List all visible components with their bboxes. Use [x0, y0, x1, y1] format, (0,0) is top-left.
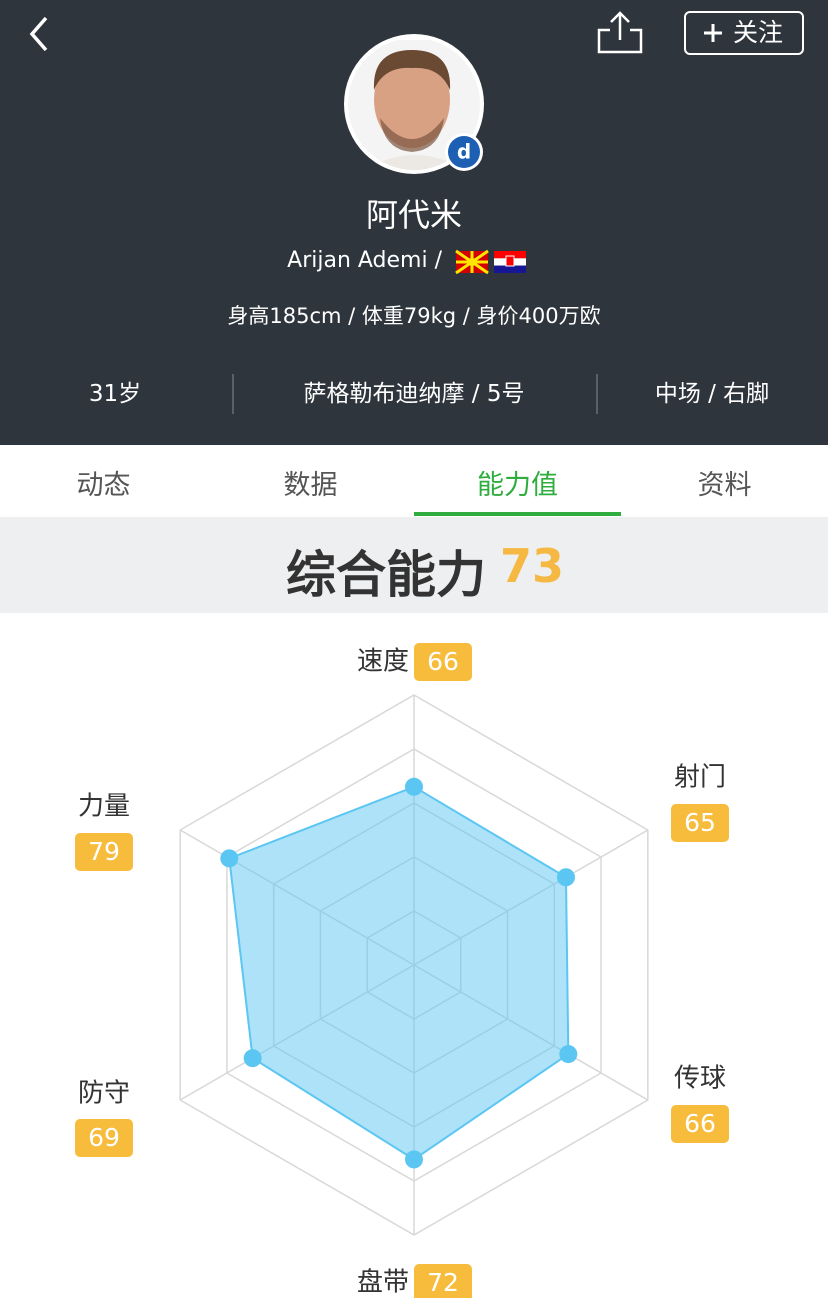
- axis-label: 防守: [78, 1079, 130, 1109]
- flag-croatia: [494, 251, 526, 273]
- player-position: 中场 / 右脚: [654, 381, 770, 407]
- value-badge: [75, 1119, 133, 1157]
- tab-indicator: [414, 512, 621, 516]
- avatar: d: [344, 34, 484, 174]
- value-badge: [75, 833, 133, 871]
- overall-band: 综合能力 73: [0, 517, 828, 613]
- radar-point: [405, 777, 423, 796]
- header-icons: 关注 d: [29, 11, 804, 414]
- tab-bar: 动态 数据 能力值 资料: [0, 445, 828, 517]
- value-badge: [414, 643, 472, 681]
- follow-button[interactable]: [684, 11, 804, 55]
- share-button[interactable]: [597, 11, 643, 54]
- radar-point: [220, 849, 239, 868]
- axis-label: 力量: [78, 792, 130, 822]
- value-label: 66: [427, 647, 459, 676]
- player-club: 萨格勒布迪纳摩 / 5号: [303, 381, 525, 407]
- value-badge: [671, 804, 729, 842]
- value-label: 79: [88, 837, 120, 866]
- value-badge: [671, 1105, 729, 1143]
- radar-chart: 速度 66 射门 65 传球 66 盘带 72 防守 69 力量 79: [75, 643, 729, 1298]
- tab[interactable]: 数据: [283, 470, 338, 501]
- value-label: 65: [684, 808, 716, 837]
- player-name: 阿代米: [365, 196, 463, 234]
- overall-value: 73: [500, 539, 565, 593]
- axis-label: 速度: [357, 647, 409, 677]
- tab-active[interactable]: 能力值: [477, 470, 558, 501]
- value-label: 66: [684, 1109, 716, 1138]
- overall-label: 综合能力: [286, 546, 486, 604]
- value-badge: [414, 1264, 472, 1298]
- flag-macedonia: [455, 249, 489, 275]
- axis-label: 传球: [674, 1064, 726, 1094]
- axis-label: 盘带: [357, 1268, 409, 1298]
- player-stats: 身高185cm / 体重79kg / 身价400万欧: [227, 304, 601, 328]
- radar-point: [243, 1049, 262, 1068]
- player-name-en: Arijan Ademi /: [287, 248, 442, 273]
- value-label: 69: [88, 1123, 120, 1152]
- value-label: 72: [427, 1268, 459, 1297]
- radar-point: [559, 1045, 578, 1064]
- axis-label: 射门: [674, 763, 726, 793]
- tab[interactable]: 动态: [76, 470, 131, 501]
- radar-point: [405, 1150, 423, 1169]
- back-button[interactable]: [29, 16, 48, 52]
- tab[interactable]: 资料: [697, 470, 752, 501]
- follow-label[interactable]: 关注: [733, 18, 783, 47]
- player-header: 关注 d 阿代米 Ar: [0, 0, 828, 445]
- player-age: 31岁: [88, 381, 142, 407]
- svg-text:d: d: [457, 140, 471, 164]
- radar-point: [556, 868, 575, 887]
